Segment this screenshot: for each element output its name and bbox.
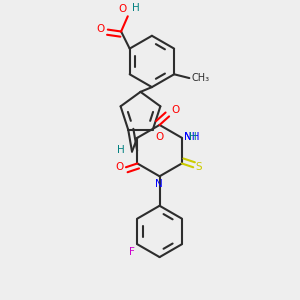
Text: NH: NH [184, 132, 200, 142]
Text: S: S [196, 162, 202, 172]
Text: CH₃: CH₃ [192, 73, 210, 83]
Text: N: N [155, 179, 163, 189]
Text: O: O [115, 162, 124, 172]
Text: F: F [129, 247, 134, 256]
Text: H: H [132, 3, 140, 13]
Text: O: O [118, 4, 127, 14]
Text: O: O [171, 105, 179, 116]
Text: H: H [117, 145, 124, 155]
Text: O: O [155, 132, 164, 142]
Text: N: N [184, 132, 192, 142]
Text: O: O [96, 24, 104, 34]
Text: H: H [189, 132, 197, 142]
